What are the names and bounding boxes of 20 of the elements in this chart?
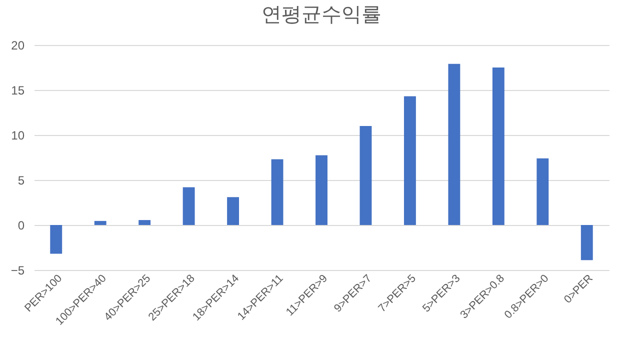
bar (536, 158, 549, 225)
bar (404, 96, 416, 225)
bar (580, 225, 593, 260)
bar (227, 197, 240, 225)
chart-title: 연평균수익률 (262, 4, 382, 26)
bar (316, 155, 328, 225)
y-tick-label: 20 (11, 38, 25, 52)
bar (448, 64, 460, 225)
y-tick-label: 5 (18, 174, 25, 188)
bar (492, 68, 504, 225)
bar (182, 187, 195, 225)
y-tick-label: 10 (11, 128, 25, 142)
bar (271, 159, 284, 225)
bar (360, 126, 372, 225)
bar (138, 220, 151, 225)
bar (94, 220, 106, 225)
y-tick-label: −5 (10, 264, 25, 278)
bar (50, 225, 62, 254)
y-tick-label: 15 (11, 84, 25, 98)
y-tick-label: 0 (18, 218, 25, 232)
